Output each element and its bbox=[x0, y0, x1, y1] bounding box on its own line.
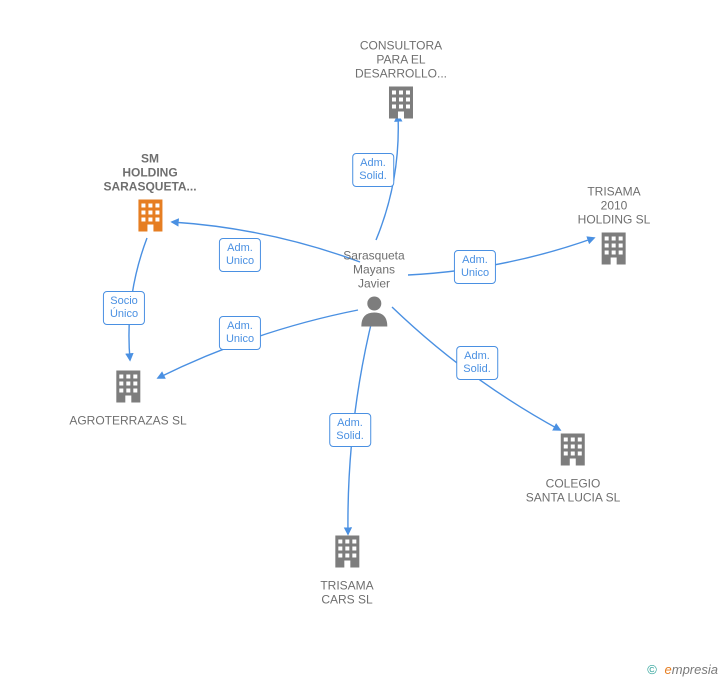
node-label: COLEGIO SANTA LUCIA SL bbox=[526, 477, 620, 505]
edge-label: Adm. Unico bbox=[219, 316, 261, 350]
brand-first-letter: e bbox=[665, 662, 672, 677]
edge-label: Socio Único bbox=[103, 291, 145, 325]
building-icon bbox=[598, 231, 630, 272]
network-diagram: { "diagram": { "type": "network", "width… bbox=[0, 0, 728, 685]
edge-line bbox=[172, 222, 360, 262]
node-label: SM HOLDING SARASQUETA... bbox=[103, 152, 196, 194]
node-colegio[interactable]: COLEGIO SANTA LUCIA SL bbox=[526, 432, 620, 505]
node-agroterrazas[interactable]: AGROTERRAZAS SL bbox=[69, 369, 186, 428]
edge-label: Adm. Solid. bbox=[456, 346, 498, 380]
node-label: CONSULTORA PARA EL DESARROLLO... bbox=[355, 39, 447, 81]
edge-label: Adm. Solid. bbox=[329, 413, 371, 447]
person-icon bbox=[359, 295, 389, 332]
node-label: Sarasqueta Mayans Javier bbox=[343, 249, 404, 291]
node-consultora[interactable]: CONSULTORA PARA EL DESARROLLO... bbox=[355, 39, 447, 126]
edge-label: Adm. Solid. bbox=[352, 153, 394, 187]
brand-rest: mpresia bbox=[672, 662, 718, 677]
node-sm_holding[interactable]: SM HOLDING SARASQUETA... bbox=[103, 152, 196, 239]
node-trisama_cars[interactable]: TRISAMA CARS SL bbox=[320, 534, 373, 607]
building-icon bbox=[134, 198, 166, 239]
edge-label: Adm. Unico bbox=[219, 238, 261, 272]
building-icon bbox=[331, 534, 363, 575]
building-icon bbox=[557, 432, 589, 473]
edge-label: Adm. Unico bbox=[454, 250, 496, 284]
node-label: TRISAMA 2010 HOLDING SL bbox=[578, 185, 651, 227]
building-icon bbox=[385, 85, 417, 126]
node-trisama_holding[interactable]: TRISAMA 2010 HOLDING SL bbox=[578, 185, 651, 272]
node-label: TRISAMA CARS SL bbox=[320, 579, 373, 607]
credit: © empresia bbox=[647, 662, 718, 677]
copyright-symbol: © bbox=[647, 662, 657, 677]
edge-line bbox=[408, 238, 594, 275]
building-icon bbox=[112, 369, 144, 410]
node-person[interactable]: Sarasqueta Mayans Javier bbox=[343, 249, 404, 332]
node-label: AGROTERRAZAS SL bbox=[69, 414, 186, 428]
